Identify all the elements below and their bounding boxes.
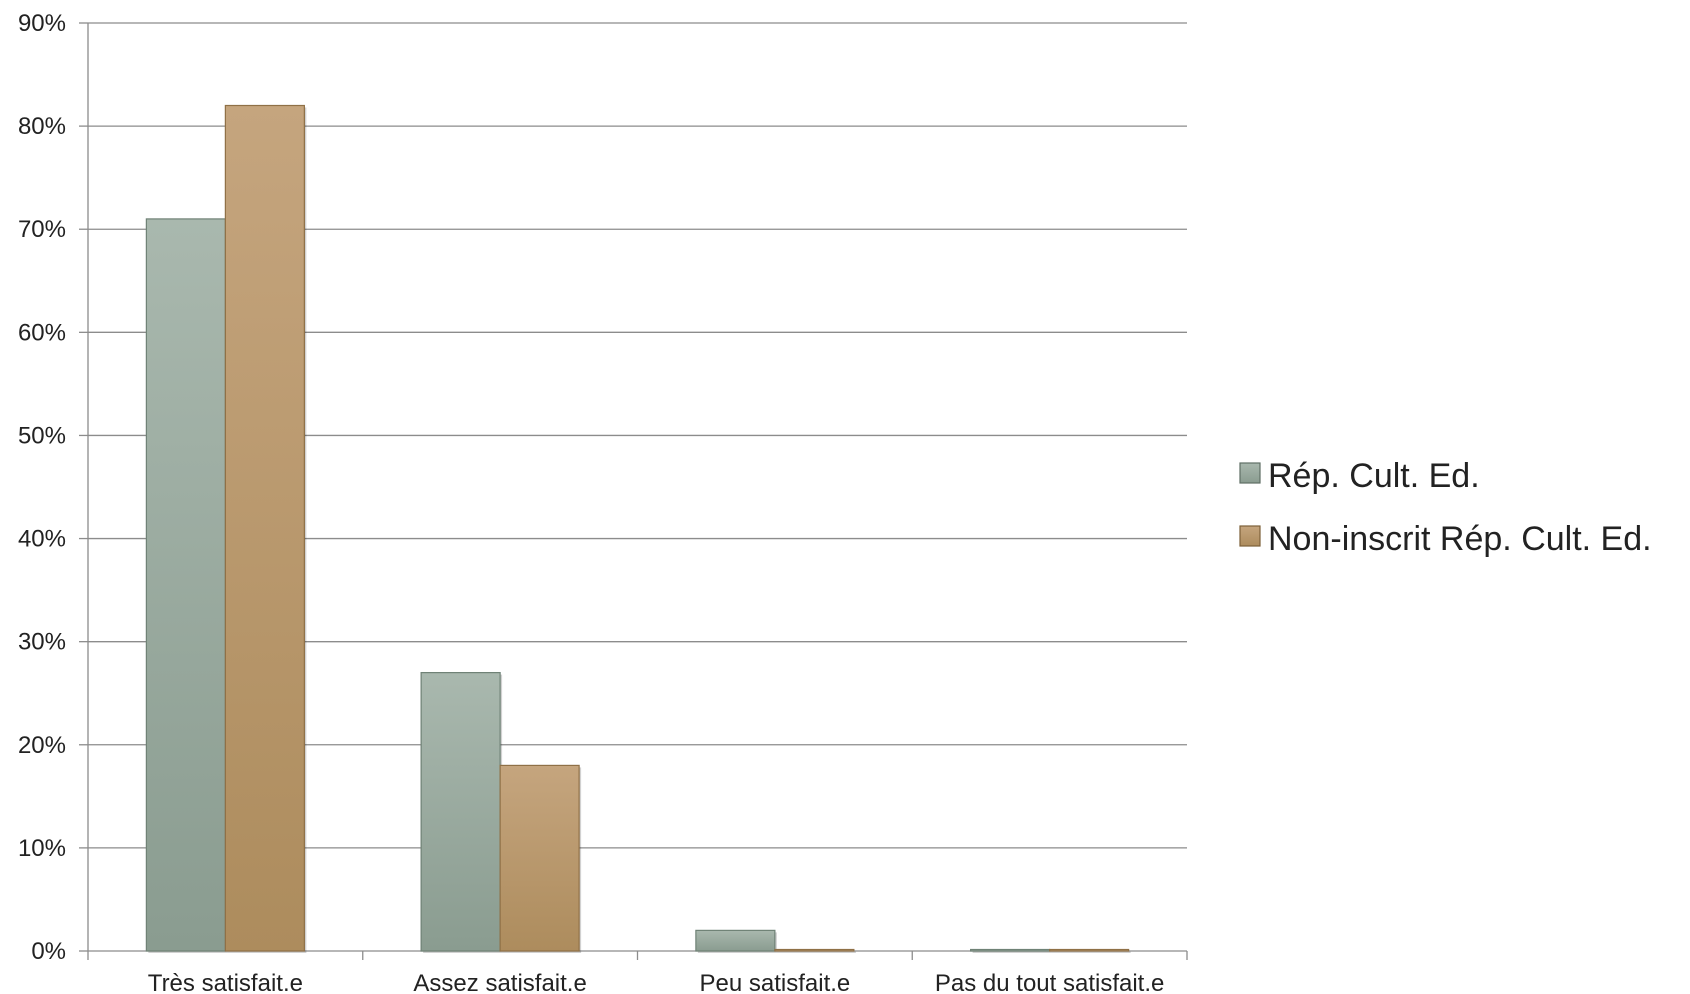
bar-series-0: [145, 218, 226, 952]
legend-swatch: [1239, 525, 1261, 547]
bar-series-0: [420, 671, 501, 952]
bar-series-1: [224, 104, 305, 952]
y-tick-label: 30%: [18, 629, 66, 656]
bar-series-0: [970, 948, 1051, 952]
legend-swatch: [1239, 462, 1261, 484]
y-tick-label: 60%: [18, 319, 66, 346]
bar-shadow: [776, 951, 856, 953]
x-tick-label: Pas du tout satisfait.e: [935, 970, 1164, 994]
bars: [145, 104, 1131, 953]
x-tick-label: Peu satisfait.e: [700, 970, 851, 994]
y-tick-label: 0%: [31, 938, 66, 965]
y-tick-label: 20%: [18, 732, 66, 759]
y-tick-label: 40%: [18, 526, 66, 553]
y-tick-label: 70%: [18, 216, 66, 243]
bar-shadow: [1051, 951, 1131, 953]
y-tick-label: 80%: [18, 113, 66, 140]
y-tick-label: 90%: [18, 10, 66, 37]
legend-label: Non-inscrit Rép. Cult. Ed.: [1268, 520, 1652, 558]
x-tick-label: Très satisfait.e: [148, 970, 303, 994]
x-tick-label: Assez satisfait.e: [413, 970, 586, 994]
bar-series-1: [499, 764, 580, 952]
y-tick-label: 10%: [18, 835, 66, 862]
tick-labels: 0% 10% 20% 30% 40% 50% 60% 70% 80% 90% Très satisf…: [18, 10, 1164, 994]
legend-label: Rép. Cult. Ed.: [1268, 457, 1480, 495]
bar-series-1: [774, 948, 855, 952]
y-tick-label: 50%: [18, 422, 66, 449]
bar-shadow: [972, 951, 1052, 953]
bar-series-1: [1049, 948, 1130, 952]
bar-series-0: [695, 929, 776, 952]
legend: Rép. Cult. Ed. Non-inscrit Rép. Cult. Ed.: [1239, 457, 1652, 558]
